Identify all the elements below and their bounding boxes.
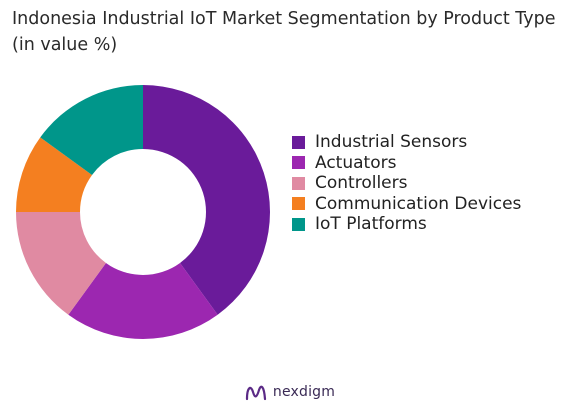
legend-label: Industrial Sensors: [315, 132, 468, 153]
donut-slice-controllers: [15, 212, 106, 315]
legend-label: IoT Platforms: [315, 214, 427, 235]
legend-label: Controllers: [315, 173, 408, 194]
chart-title: Indonesia Industrial IoT Market Segmenta…: [12, 9, 556, 55]
legend-item: IoT Platforms: [292, 214, 521, 235]
donut-slice-actuators: [68, 262, 218, 339]
chart-legend: Industrial Sensors Actuators Controllers…: [292, 132, 521, 235]
legend-swatch: [292, 176, 305, 190]
legend-swatch: [292, 197, 305, 211]
legend-swatch: [292, 217, 305, 231]
legend-swatch: [292, 135, 305, 149]
donut-slice-communication-devices: [16, 137, 93, 212]
legend-item: Controllers: [292, 173, 521, 194]
brand-footer: nexdigm: [0, 382, 580, 402]
donut-slice-iot-platforms: [40, 85, 144, 175]
legend-swatch: [292, 156, 305, 170]
brand-name: nexdigm: [272, 384, 336, 400]
legend-item: Actuators: [292, 153, 521, 174]
legend-label: Communication Devices: [315, 193, 522, 214]
donut-slice-industrial-sensors: [143, 85, 270, 315]
nexdigm-logo-icon: [245, 385, 266, 401]
legend-item: Industrial Sensors: [292, 132, 521, 153]
donut-slices: [15, 85, 270, 339]
legend-label: Actuators: [315, 152, 397, 173]
legend-item: Communication Devices: [292, 194, 521, 215]
